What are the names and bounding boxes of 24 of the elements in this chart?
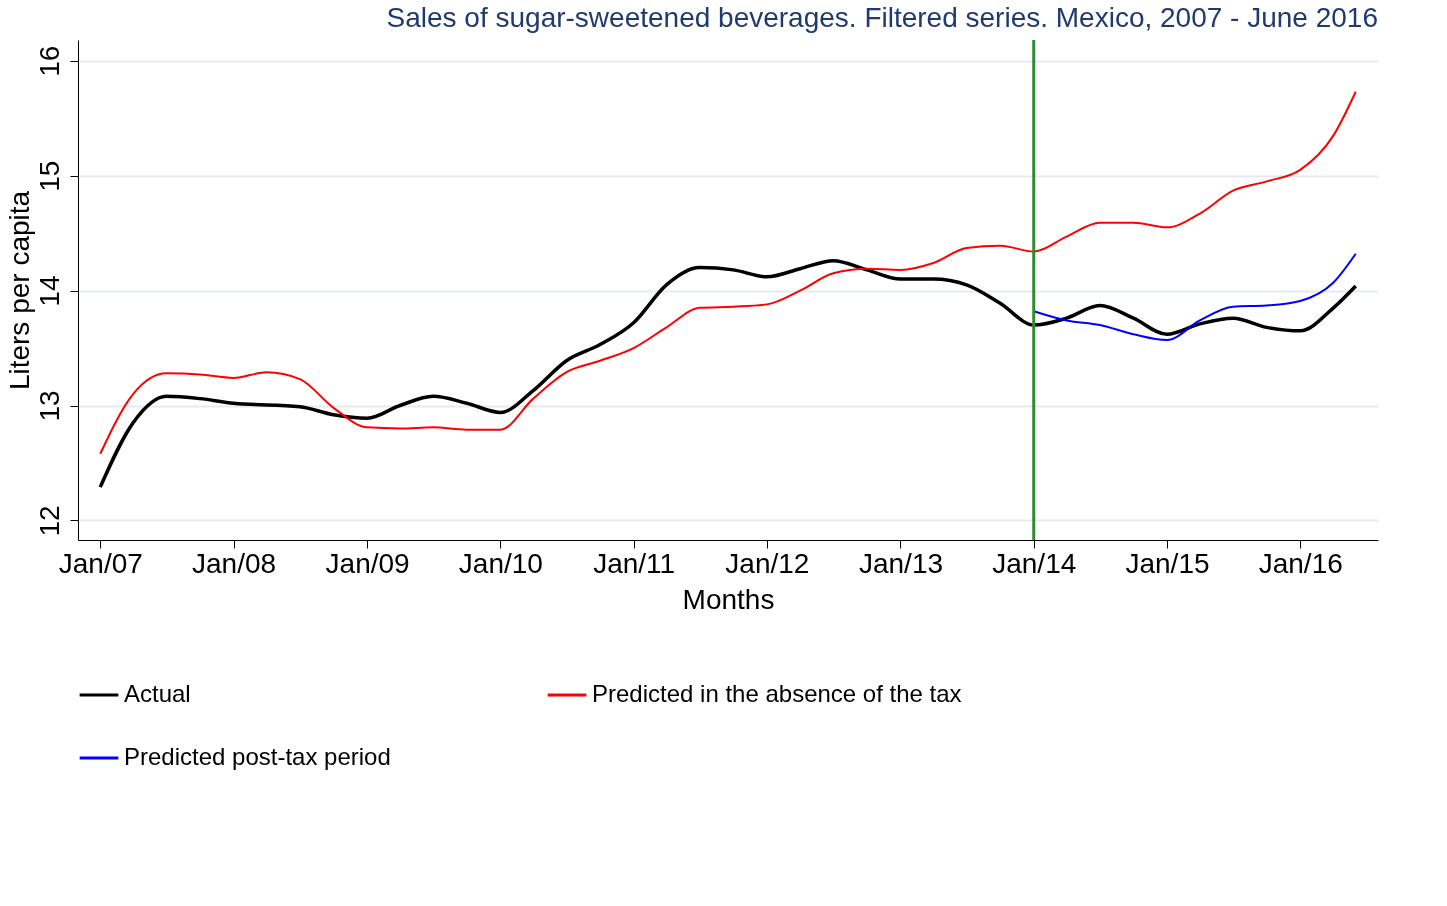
line-series (98, 258, 1358, 489)
x-tick-label: Jan/12 (725, 547, 810, 579)
y-tick-label: 14 (33, 275, 65, 307)
x-tick-label: Jan/07 (58, 547, 143, 579)
x-tick-label: Jan/14 (992, 547, 1077, 579)
x-tick-label: Jan/11 (593, 547, 676, 579)
x-tick-label: Jan/08 (191, 547, 277, 579)
x-tick-label: Jan/09 (325, 547, 410, 579)
x-tick-label: Jan/10 (458, 547, 543, 579)
x-tick-label: Jan/13 (858, 547, 944, 579)
legend-label: Actual (124, 680, 191, 707)
x-tick-label: Jan/16 (1258, 547, 1343, 579)
x-axis-title: Months (682, 583, 775, 615)
chart-title: Sales of sugar-sweetened beverages. Filtered series. Mexico, 2007 - June 2016 (386, 1, 1378, 33)
y-tick-label: 12 (33, 505, 65, 537)
line-series (1032, 252, 1357, 341)
legend-label: Predicted in the absence of the tax (592, 680, 962, 707)
y-tick-label: 15 (33, 160, 65, 192)
legend-label: Predicted post-tax period (124, 743, 391, 770)
line-series (99, 90, 1357, 455)
y-tick-label: 13 (33, 390, 65, 422)
x-tick-label: Jan/15 (1125, 547, 1210, 579)
y-tick-label: 16 (33, 45, 65, 77)
y-axis-title: Liters per capita (3, 190, 35, 391)
